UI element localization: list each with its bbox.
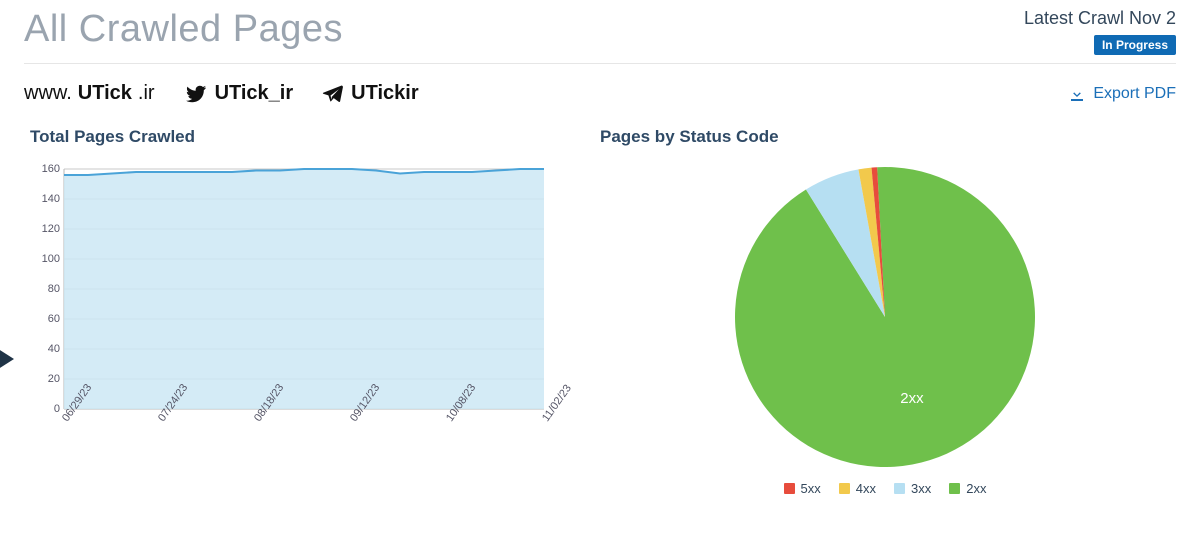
legend-label: 3xx — [911, 481, 931, 496]
line-chart[interactable]: 020406080100120140160 06/29/2307/24/2308… — [24, 157, 554, 457]
legend-label: 2xx — [966, 481, 986, 496]
legend-swatch — [949, 483, 960, 494]
telegram-icon — [321, 83, 345, 105]
legend-item-4xx[interactable]: 4xx — [839, 481, 876, 496]
pie-chart-title: Pages by Status Code — [594, 127, 1176, 147]
legend-item-2xx[interactable]: 2xx — [949, 481, 986, 496]
y-axis-tick: 100 — [30, 253, 60, 265]
pie-chart[interactable]: 2xx — [715, 157, 1055, 477]
telegram-handle: UTickir — [351, 82, 418, 105]
status-badge: In Progress — [1094, 35, 1176, 55]
y-axis-tick: 20 — [30, 373, 60, 385]
line-chart-title: Total Pages Crawled — [24, 127, 554, 147]
y-axis-tick: 160 — [30, 163, 60, 175]
y-axis-tick: 140 — [30, 193, 60, 205]
latest-crawl-label: Latest Crawl Nov 2 — [1024, 8, 1176, 29]
y-axis-tick: 0 — [30, 403, 60, 415]
y-axis-tick: 60 — [30, 313, 60, 325]
legend-item-5xx[interactable]: 5xx — [784, 481, 821, 496]
download-icon — [1069, 86, 1085, 102]
export-pdf-label: Export PDF — [1093, 85, 1176, 103]
sidebar-toggle-chevron-icon[interactable] — [0, 345, 14, 373]
y-axis-tick: 40 — [30, 343, 60, 355]
legend-label: 4xx — [856, 481, 876, 496]
legend-swatch — [894, 483, 905, 494]
legend-item-3xx[interactable]: 3xx — [894, 481, 931, 496]
y-axis-tick: 80 — [30, 283, 60, 295]
website-link[interactable]: www. UTick .ir — [24, 82, 155, 105]
legend-swatch — [784, 483, 795, 494]
twitter-handle: UTick_ir — [215, 82, 294, 105]
page-title: All Crawled Pages — [24, 8, 343, 51]
y-axis-tick: 120 — [30, 223, 60, 235]
twitter-icon — [183, 83, 209, 105]
website-prefix: www. — [24, 82, 72, 105]
twitter-link[interactable]: UTick_ir — [183, 82, 294, 105]
pie-slice-label: 2xx — [900, 390, 924, 407]
legend-swatch — [839, 483, 850, 494]
website-bold: UTick — [78, 82, 132, 105]
export-pdf-button[interactable]: Export PDF — [1069, 85, 1176, 103]
legend-label: 5xx — [801, 481, 821, 496]
telegram-link[interactable]: UTickir — [321, 82, 418, 105]
website-suffix: .ir — [138, 82, 155, 105]
pie-legend: 5xx 4xx 3xx 2xx — [784, 481, 987, 496]
